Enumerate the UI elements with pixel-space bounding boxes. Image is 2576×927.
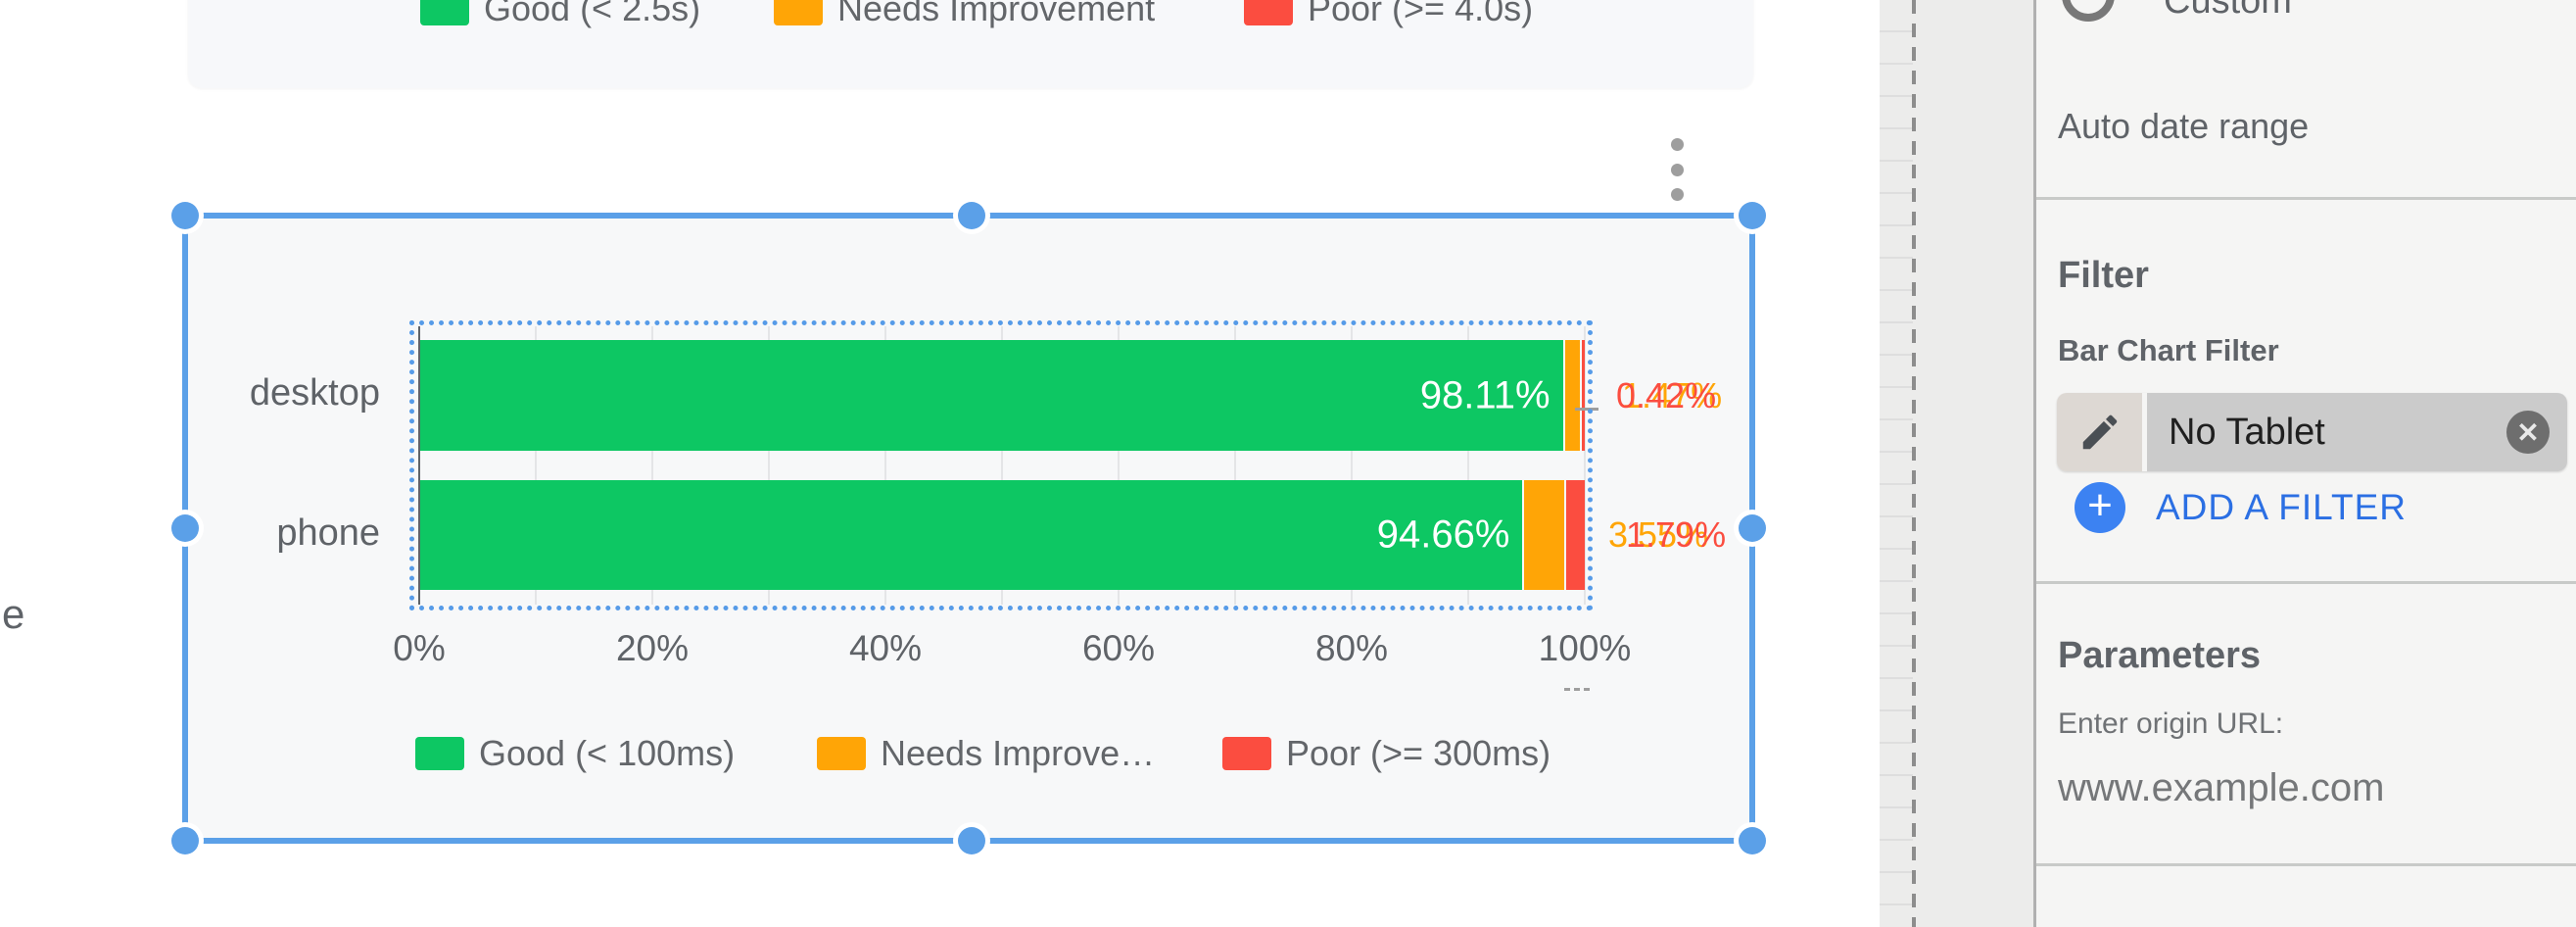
- selection-handle[interactable]: [958, 202, 985, 229]
- x-tick-label: 20%: [615, 628, 690, 668]
- legend-swatch: [1222, 737, 1271, 770]
- chip-separator: [2142, 393, 2147, 471]
- divider: [2036, 197, 2576, 200]
- add-a-filter-label: ADD A FILTER: [2156, 487, 2407, 527]
- y-axis-line: [418, 326, 420, 605]
- gridline: [1118, 326, 1120, 605]
- ruler-ticks: [1880, 0, 1913, 927]
- legend-swatch: [415, 737, 464, 770]
- origin-url-value[interactable]: www.example.com: [2058, 766, 2385, 809]
- bar-desktop[interactable]: 98.11% 1.47% 0.42%: [419, 340, 1722, 451]
- selection-handle[interactable]: [1739, 514, 1766, 542]
- menu-dot: [1670, 138, 1684, 151]
- legend-swatch: [774, 0, 823, 25]
- x-tick-label: 100%: [1538, 628, 1632, 668]
- legend-swatch: [1244, 0, 1293, 25]
- x-tick-label: 80%: [1314, 628, 1389, 668]
- edit-filter-button[interactable]: [2057, 393, 2142, 471]
- canvas-gutter: [1880, 0, 2033, 927]
- gridline: [1001, 326, 1003, 605]
- label-leader-line: [1575, 408, 1598, 411]
- filter-section-heading: Filter: [2058, 255, 2149, 296]
- legend-swatch: [817, 737, 866, 770]
- filter-chip[interactable]: No Tablet ✕: [2057, 393, 2567, 471]
- bar-value-label: 98.11%: [1419, 373, 1550, 416]
- menu-dot: [1670, 188, 1684, 201]
- bar-value-label: 94.66%: [1376, 512, 1510, 557]
- bar-segment-poor: [1565, 480, 1585, 590]
- gridline: [768, 326, 770, 605]
- legend-item: Needs Improve…: [817, 733, 1155, 774]
- legend-label: Poor (>= 4.0s): [1308, 0, 1534, 28]
- gridline: [1467, 326, 1469, 605]
- divider: [2036, 863, 2576, 866]
- legend-label: Needs Improve…: [881, 733, 1156, 773]
- category-label-desktop: desktop: [249, 372, 380, 414]
- selection-handle[interactable]: [1739, 202, 1766, 229]
- filter-chip-body[interactable]: No Tablet ✕: [2147, 393, 2567, 471]
- divider: [2036, 581, 2576, 584]
- selection-handle[interactable]: [171, 827, 199, 854]
- legend-item: Poor (>= 300ms): [1222, 733, 1550, 774]
- page-boundary-dashed-line: [1912, 0, 1916, 927]
- gridline: [651, 326, 653, 605]
- bar-segment-poor: [1582, 340, 1585, 451]
- pencil-icon: [2082, 415, 2117, 450]
- x-tick-label: 60%: [1081, 628, 1156, 668]
- top-chart-card[interactable]: Good (< 2.5s) Needs Improvement Poor (>= 4…: [188, 0, 1753, 88]
- origin-url-label: Enter origin URL:: [2058, 707, 2284, 740]
- properties-panel: Custom Auto date range Filter Bar Chart …: [2033, 0, 2576, 927]
- legend-item: Needs Improvement: [774, 0, 1155, 29]
- bar-segment-good: [419, 340, 1563, 451]
- bar-phone[interactable]: 94.66% 3.55% 1.79%: [419, 480, 1726, 691]
- gridline: [1351, 326, 1353, 605]
- radio-icon-custom[interactable]: [2062, 0, 2115, 22]
- poor-value-label: 0.42%: [1616, 374, 1717, 415]
- needs-improvement-value-label: 1.47%: [1622, 374, 1723, 415]
- custom-option-label: Custom: [2164, 0, 2292, 22]
- poor-value-label: 1.79%: [1626, 514, 1727, 555]
- gridline: [884, 326, 886, 605]
- chart-options-menu-icon[interactable]: [1663, 138, 1691, 201]
- remove-filter-icon[interactable]: ✕: [2506, 411, 2550, 454]
- bar-segment-good: [419, 480, 1523, 590]
- gridline: [535, 326, 537, 605]
- legend-label: Needs Improvement: [837, 0, 1156, 28]
- menu-dot: [1670, 163, 1684, 176]
- gridline: [1234, 326, 1236, 605]
- bar-segment-needs: [1564, 340, 1580, 451]
- legend-label: Poor (>= 300ms): [1286, 733, 1551, 773]
- x-tick-label: 40%: [848, 628, 923, 668]
- legend-item: Good (< 100ms): [415, 733, 735, 774]
- parameters-section-heading: Parameters: [2058, 635, 2262, 676]
- legend-item: Good (< 2.5s): [420, 0, 700, 29]
- inner-selection-outline: [409, 320, 1593, 610]
- bar-segment-needs: [1524, 480, 1564, 590]
- plus-icon: +: [2075, 481, 2125, 533]
- selection-handle[interactable]: [171, 514, 199, 542]
- bar-chart-filter-label: Bar Chart Filter: [2058, 333, 2279, 367]
- label-leader-line: [1564, 688, 1590, 691]
- clipped-canvas-text: e: [2, 591, 25, 637]
- selection-handle[interactable]: [171, 202, 199, 229]
- legend-label: Good (< 2.5s): [484, 0, 701, 28]
- filter-chip-label: No Tablet: [2169, 411, 2325, 453]
- gridline: [1584, 326, 1586, 605]
- needs-improvement-value-label: 3.55%: [1608, 514, 1709, 555]
- legend-label: Good (< 100ms): [479, 733, 736, 773]
- category-label-phone: phone: [276, 512, 380, 554]
- selection-handle[interactable]: [1739, 827, 1766, 854]
- bar-chart-plot-area: 98.11% 1.47% 0.42% 94.66% 3.55% 1.79%: [418, 326, 1726, 691]
- selection-handle[interactable]: [958, 827, 985, 854]
- add-a-filter-button[interactable]: + ADD A FILTER: [2075, 481, 2407, 533]
- legend-swatch: [420, 0, 469, 25]
- x-tick-label: 0%: [393, 628, 446, 668]
- auto-date-range-label[interactable]: Auto date range: [2058, 106, 2310, 146]
- legend-item: Poor (>= 4.0s): [1244, 0, 1533, 29]
